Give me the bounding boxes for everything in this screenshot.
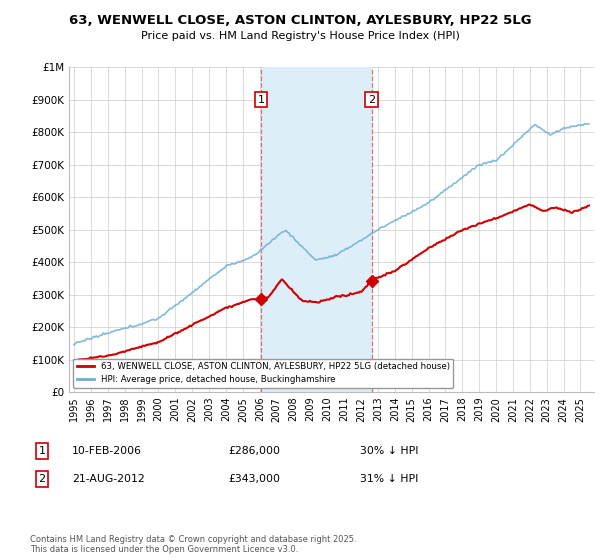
Text: 63, WENWELL CLOSE, ASTON CLINTON, AYLESBURY, HP22 5LG: 63, WENWELL CLOSE, ASTON CLINTON, AYLESB… xyxy=(68,14,532,27)
Text: £343,000: £343,000 xyxy=(228,474,280,484)
Legend: 63, WENWELL CLOSE, ASTON CLINTON, AYLESBURY, HP22 5LG (detached house), HPI: Ave: 63, WENWELL CLOSE, ASTON CLINTON, AYLESB… xyxy=(73,358,454,388)
Text: £286,000: £286,000 xyxy=(228,446,280,456)
Text: Contains HM Land Registry data © Crown copyright and database right 2025.
This d: Contains HM Land Registry data © Crown c… xyxy=(30,535,356,554)
Text: 1: 1 xyxy=(257,95,265,105)
Text: 30% ↓ HPI: 30% ↓ HPI xyxy=(360,446,419,456)
Text: 21-AUG-2012: 21-AUG-2012 xyxy=(72,474,145,484)
Text: Price paid vs. HM Land Registry's House Price Index (HPI): Price paid vs. HM Land Registry's House … xyxy=(140,31,460,41)
Text: 2: 2 xyxy=(38,474,46,484)
Text: 31% ↓ HPI: 31% ↓ HPI xyxy=(360,474,418,484)
Text: 10-FEB-2006: 10-FEB-2006 xyxy=(72,446,142,456)
Text: 1: 1 xyxy=(38,446,46,456)
Text: 2: 2 xyxy=(368,95,375,105)
Bar xyxy=(261,67,371,392)
